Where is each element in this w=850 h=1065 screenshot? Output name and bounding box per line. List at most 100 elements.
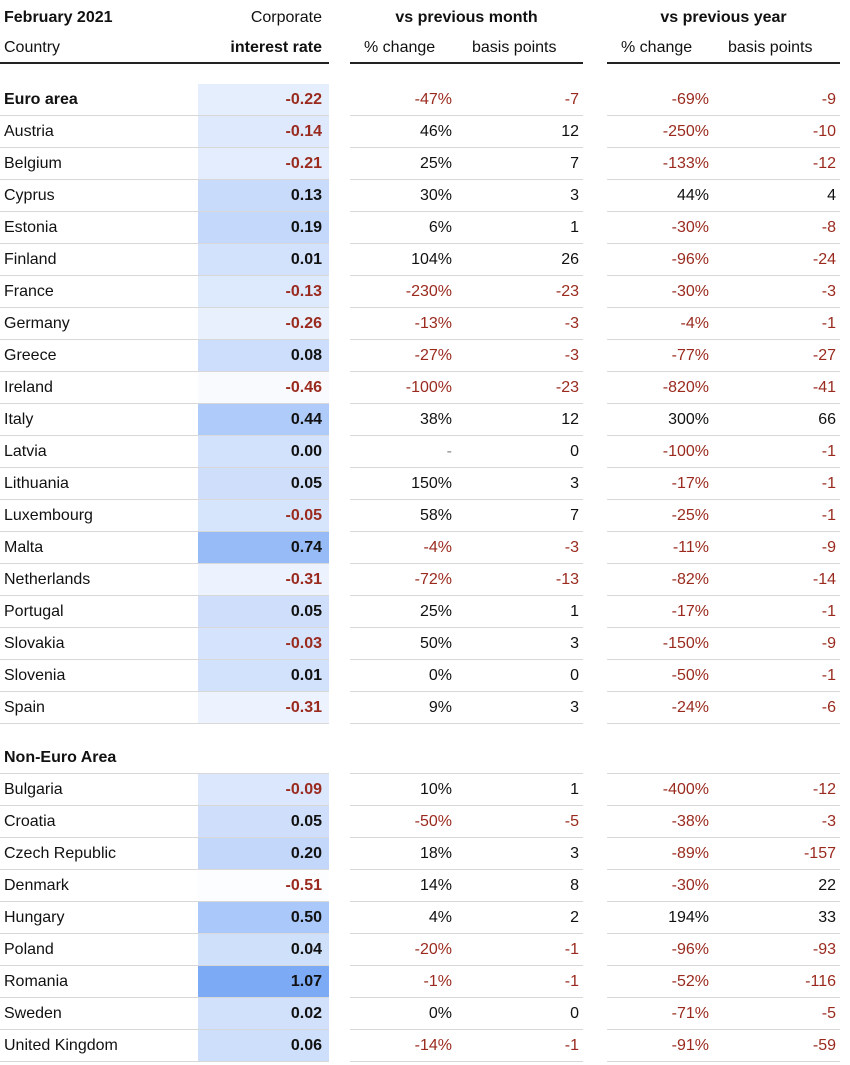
row-divider xyxy=(607,499,840,500)
y-bp-cell: -9 xyxy=(821,539,836,556)
country-cell: Slovakia xyxy=(4,635,65,652)
row-divider xyxy=(350,965,583,966)
m-bp-cell: 0 xyxy=(570,667,579,684)
m-bp-cell: 7 xyxy=(570,155,579,172)
y-pct-cell: -50% xyxy=(671,667,709,684)
row-divider xyxy=(0,563,329,564)
rate-heat-cell xyxy=(198,340,329,371)
m-bp-cell: -13 xyxy=(555,571,579,588)
m-pct-cell: 25% xyxy=(419,603,452,620)
row-divider xyxy=(350,1029,583,1030)
rate-heat-cell xyxy=(198,934,329,965)
y-bp-cell: -8 xyxy=(821,219,836,236)
country-cell: Italy xyxy=(4,411,34,428)
y-pct-cell: -400% xyxy=(662,781,709,798)
row-divider xyxy=(0,1029,329,1030)
m-bp-cell: -23 xyxy=(555,379,579,396)
month-group-header: vs previous month xyxy=(395,9,538,26)
row-divider xyxy=(350,805,583,806)
row-divider xyxy=(350,997,583,998)
row-divider xyxy=(350,531,583,532)
table-row: Poland 0.04 -20% -1 -96% -93 xyxy=(0,934,850,966)
month-basis-points-header: basis points xyxy=(472,39,557,56)
y-pct-cell: -82% xyxy=(671,571,709,588)
rate-cell: 0.02 xyxy=(290,1005,322,1022)
rate-cell: -0.13 xyxy=(285,283,322,300)
y-pct-cell: 194% xyxy=(668,909,709,926)
rate-heat-cell xyxy=(198,564,329,595)
rate-heat-cell xyxy=(198,532,329,563)
table-row: Denmark -0.51 14% 8 -30% 22 xyxy=(0,870,850,902)
m-bp-cell: -1 xyxy=(564,973,579,990)
row-divider xyxy=(607,773,840,774)
m-bp-cell: 1 xyxy=(570,219,579,236)
m-bp-cell: 3 xyxy=(570,475,579,492)
country-cell: Ireland xyxy=(4,379,53,396)
m-pct-cell: 150% xyxy=(411,475,452,492)
y-pct-cell: -820% xyxy=(662,379,709,396)
m-pct-cell: 9% xyxy=(428,699,452,716)
row-divider xyxy=(607,659,840,660)
row-divider xyxy=(0,275,329,276)
row-divider xyxy=(350,723,583,724)
row-divider xyxy=(0,403,329,404)
y-bp-cell: -14 xyxy=(812,571,836,588)
rate-cell: -0.14 xyxy=(285,123,322,140)
country-cell: Denmark xyxy=(4,877,69,894)
row-divider xyxy=(0,211,329,212)
row-divider xyxy=(607,627,840,628)
table-row: United Kingdom 0.06 -14% -1 -91% -59 xyxy=(0,1030,850,1062)
m-pct-cell: 0% xyxy=(428,667,452,684)
table-row: Ireland -0.46 -100% -23 -820% -41 xyxy=(0,372,850,404)
row-divider xyxy=(350,211,583,212)
row-divider xyxy=(0,339,329,340)
rate-cell: 1.07 xyxy=(290,973,322,990)
table-row: Italy 0.44 38% 12 300% 66 xyxy=(0,404,850,436)
rate-heat-cell xyxy=(198,84,329,115)
y-pct-cell: -4% xyxy=(680,315,709,332)
row-divider xyxy=(0,147,329,148)
country-cell: Bulgaria xyxy=(4,781,63,798)
rate-heat-cell xyxy=(198,404,329,435)
m-bp-cell: 1 xyxy=(570,781,579,798)
rate-cell: 0.06 xyxy=(290,1037,322,1054)
m-bp-cell: 2 xyxy=(570,909,579,926)
row-divider xyxy=(350,1061,583,1062)
table-row: Hungary 0.50 4% 2 194% 33 xyxy=(0,902,850,934)
table-row: Cyprus 0.13 30% 3 44% 4 xyxy=(0,180,850,212)
rate-heat-cell xyxy=(198,628,329,659)
m-bp-cell: -1 xyxy=(564,941,579,958)
country-cell: United Kingdom xyxy=(4,1037,118,1054)
m-bp-cell: 0 xyxy=(570,443,579,460)
table-row: France -0.13 -230% -23 -30% -3 xyxy=(0,276,850,308)
rate-heat-cell xyxy=(198,372,329,403)
table-row: Slovenia 0.01 0% 0 -50% -1 xyxy=(0,660,850,692)
row-divider xyxy=(607,837,840,838)
row-divider xyxy=(0,723,329,724)
row-divider xyxy=(607,805,840,806)
rate-cell: -0.46 xyxy=(285,379,322,396)
m-pct-cell: -27% xyxy=(414,347,452,364)
country-cell: Croatia xyxy=(4,813,56,830)
month-pct-change-header: % change xyxy=(364,39,436,56)
row-divider xyxy=(350,179,583,180)
y-bp-cell: -9 xyxy=(821,635,836,652)
row-divider xyxy=(607,275,840,276)
m-pct-cell: 38% xyxy=(419,411,452,428)
y-bp-cell: -1 xyxy=(821,667,836,684)
rate-heat-cell xyxy=(198,276,329,307)
y-pct-cell: -69% xyxy=(671,91,709,108)
row-divider xyxy=(607,467,840,468)
rate-cell: 0.01 xyxy=(290,667,322,684)
row-divider xyxy=(607,531,840,532)
y-bp-cell: -6 xyxy=(821,699,836,716)
y-bp-cell: 4 xyxy=(827,187,836,204)
rate-cell: 0.05 xyxy=(290,813,322,830)
rate-cell: -0.31 xyxy=(285,699,322,716)
m-pct-cell: -72% xyxy=(414,571,452,588)
row-divider xyxy=(0,869,329,870)
row-divider xyxy=(350,595,583,596)
m-pct-cell: 18% xyxy=(419,845,452,862)
rate-heat-cell xyxy=(198,212,329,243)
m-pct-cell: -50% xyxy=(414,813,452,830)
